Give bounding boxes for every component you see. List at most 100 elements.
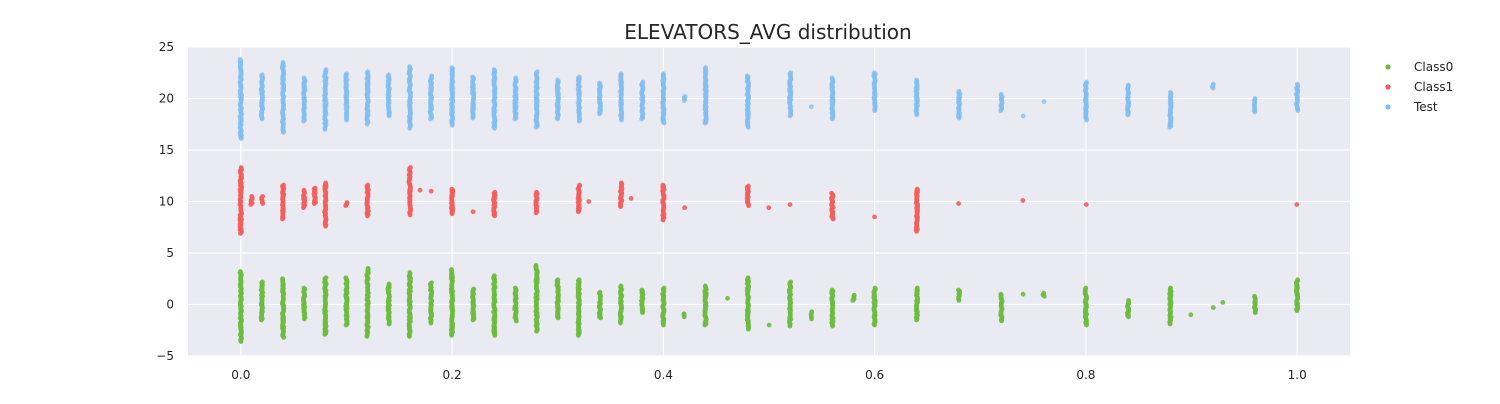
data-point	[301, 75, 307, 81]
data-point	[534, 189, 539, 195]
y-tick-label: −5	[156, 349, 174, 363]
series-class0	[237, 262, 1301, 344]
data-point	[703, 65, 708, 70]
data-point	[851, 292, 857, 298]
data-point	[1083, 202, 1089, 207]
data-point	[323, 67, 329, 73]
data-point	[681, 311, 687, 317]
data-point	[301, 187, 307, 193]
data-point	[365, 266, 371, 271]
legend-marker	[1385, 104, 1391, 110]
data-point	[513, 75, 519, 81]
x-tick-label: 1.0	[1288, 368, 1307, 382]
y-tick-label: 25	[159, 40, 174, 54]
data-point	[1220, 300, 1226, 305]
x-tick-label: 0.6	[865, 368, 884, 382]
data-point	[914, 186, 920, 192]
data-point	[682, 205, 688, 211]
data-point	[386, 72, 392, 78]
legend: Class0 Class1 Test	[1385, 60, 1453, 114]
y-tick-label: 15	[159, 143, 174, 157]
data-point	[1295, 277, 1301, 283]
data-point	[365, 69, 371, 75]
x-axis: 0.0 0.2 0.4 0.6 0.8 1.0	[231, 368, 1306, 382]
legend-label: Class0	[1414, 60, 1453, 74]
data-point	[914, 285, 920, 291]
data-point	[1020, 291, 1026, 297]
data-point	[301, 285, 307, 291]
data-point	[1020, 113, 1026, 119]
data-point	[577, 74, 582, 80]
legend-label: Test	[1413, 100, 1438, 114]
data-point	[470, 74, 475, 80]
data-point	[1041, 290, 1047, 296]
data-point	[323, 180, 329, 186]
data-point	[408, 165, 413, 170]
data-point	[682, 94, 688, 99]
y-axis: −5 0 5 10 15 20 25	[156, 40, 174, 363]
data-point	[998, 291, 1004, 297]
data-point	[1294, 202, 1300, 207]
y-tick-label: 5	[166, 246, 174, 260]
data-point	[1252, 293, 1257, 299]
data-point	[596, 80, 602, 86]
data-point	[449, 267, 454, 272]
data-point	[628, 196, 634, 201]
data-point	[914, 77, 920, 83]
data-point	[429, 280, 434, 286]
data-point	[618, 283, 624, 289]
data-point	[1126, 297, 1131, 303]
data-point	[428, 188, 434, 194]
x-tick-label: 0.8	[1076, 368, 1095, 382]
data-point	[534, 69, 540, 75]
data-point	[618, 71, 624, 77]
data-point	[872, 285, 878, 291]
data-point	[512, 285, 518, 291]
data-point	[249, 193, 255, 199]
data-point	[577, 182, 582, 188]
data-point	[746, 183, 751, 189]
data-point	[238, 165, 244, 170]
data-point	[555, 77, 560, 83]
data-point	[280, 60, 286, 65]
data-point	[597, 289, 603, 295]
data-point	[492, 189, 498, 195]
data-point	[998, 91, 1004, 97]
data-point	[586, 199, 592, 204]
data-point	[766, 205, 772, 211]
data-point	[449, 65, 455, 70]
data-point	[343, 275, 349, 281]
data-point	[407, 64, 413, 69]
data-point	[1168, 285, 1173, 291]
data-point	[829, 190, 834, 196]
data-point	[365, 182, 371, 188]
data-point	[1188, 312, 1194, 318]
series-class1	[237, 165, 1300, 236]
data-point	[281, 182, 287, 188]
data-point	[640, 79, 646, 85]
data-points	[237, 56, 1301, 344]
data-point	[788, 279, 794, 285]
data-point	[787, 202, 793, 207]
data-point	[702, 283, 708, 289]
data-point	[1083, 285, 1089, 291]
data-point	[1125, 82, 1131, 88]
data-point	[429, 73, 435, 79]
data-point	[744, 73, 750, 79]
data-point	[809, 309, 815, 315]
data-point	[1295, 81, 1300, 87]
y-tick-label: 20	[159, 92, 174, 106]
y-tick-label: 0	[166, 298, 174, 312]
data-point	[386, 281, 392, 287]
data-point	[344, 71, 350, 77]
legend-marker	[1385, 64, 1391, 70]
data-point	[533, 262, 539, 268]
data-point	[871, 70, 877, 76]
data-point	[725, 295, 730, 301]
data-point	[576, 277, 582, 283]
data-point	[639, 287, 645, 293]
data-point	[788, 70, 794, 76]
data-point	[661, 285, 667, 291]
data-point	[956, 201, 961, 206]
data-point	[491, 67, 497, 73]
